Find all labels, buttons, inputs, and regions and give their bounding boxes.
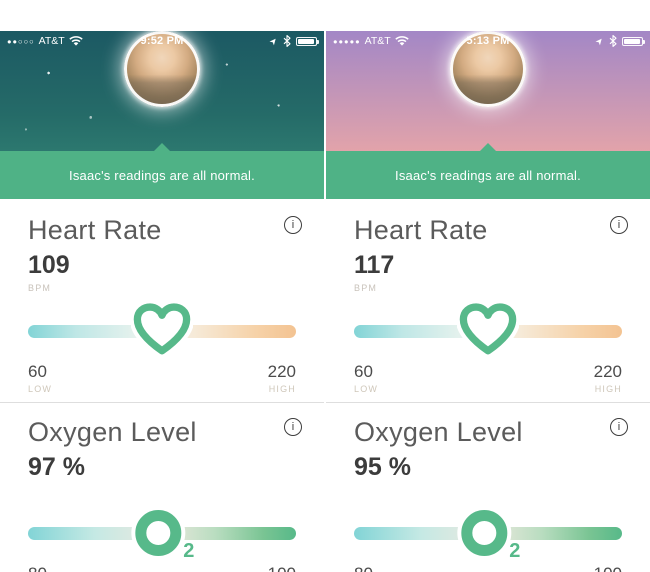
status-banner-text: Isaac's readings are all normal.: [395, 167, 581, 183]
heart-icon: [457, 300, 519, 359]
heart-rate-scale: 60 LOW 220 HIGH: [354, 362, 622, 394]
oxygen-level-section: i Oxygen Level 97 % 2 80 LOW 100 GOOD: [0, 403, 324, 572]
heart-rate-scale: 60 LOW 220 HIGH: [28, 362, 296, 394]
oxygen-info-button[interactable]: i: [284, 418, 302, 436]
info-icon: i: [617, 420, 621, 433]
oxygen-scale: 80 LOW 100 GOOD: [28, 564, 296, 572]
carrier-label: AT&T: [38, 35, 65, 47]
clock-time: 5:13 PM: [466, 35, 510, 47]
clock-time: 9:52 PM: [140, 35, 184, 47]
scale-min-value: 80: [354, 564, 378, 572]
scale-max-label: HIGH: [268, 384, 296, 395]
oxygen-info-button[interactable]: i: [610, 418, 628, 436]
heart-rate-info-button[interactable]: i: [284, 216, 302, 234]
scale-max-value: 220: [267, 362, 296, 382]
status-banner: Isaac's readings are all normal.: [0, 151, 324, 199]
heart-icon: [131, 300, 193, 359]
scale-min-value: 60: [28, 362, 47, 382]
heart-rate-unit: BPM: [28, 283, 52, 294]
header: ●●●●● AT&T 5:13 PM ➤: [326, 31, 650, 151]
oxygen-title: Oxygen Level: [354, 417, 523, 447]
oxygen-gauge: 2: [354, 504, 622, 562]
scale-max-value: 220: [593, 362, 622, 382]
scale-min-label: LOW: [28, 384, 53, 395]
heart-rate-unit: BPM: [354, 283, 378, 294]
signal-strength-icon: ●●●●●: [333, 36, 361, 46]
scale-min-value: 60: [354, 362, 373, 382]
wifi-icon: [69, 36, 83, 46]
battery-icon: [622, 36, 645, 46]
heart-rate-gauge: [354, 300, 622, 360]
o2-subscript: 2: [183, 540, 195, 563]
heart-rate-info-button[interactable]: i: [610, 216, 628, 234]
info-icon: i: [617, 218, 621, 231]
status-banner-text: Isaac's readings are all normal.: [69, 167, 255, 183]
status-banner: Isaac's readings are all normal.: [326, 151, 650, 199]
baby-photo[interactable]: [450, 31, 526, 107]
oxygen-gauge: 2: [28, 504, 296, 562]
oxygen-title: Oxygen Level: [28, 417, 197, 447]
scale-max-value: 100: [590, 564, 622, 572]
o2-subscript: 2: [509, 540, 521, 563]
info-icon: i: [291, 218, 295, 231]
battery-icon: [296, 36, 319, 46]
oxygen-value: 97 %: [28, 453, 85, 482]
status-bar: ●●○○○ AT&T 9:52 PM ➤: [0, 31, 324, 51]
heart-rate-section: i Heart Rate 109 BPM 60 LOW 220 HIGH: [0, 199, 324, 403]
oxygen-scale: 80 LOW 100 GOOD: [354, 564, 622, 572]
oxygen-value: 95 %: [354, 453, 411, 482]
carrier-label: AT&T: [364, 35, 391, 47]
screen-left: ●●○○○ AT&T 9:52 PM ➤: [0, 0, 324, 572]
scale-max-label: HIGH: [594, 384, 622, 395]
baby-photo[interactable]: [124, 31, 200, 107]
signal-strength-icon: ●●○○○: [7, 36, 35, 46]
location-arrow-icon: ➤: [593, 34, 607, 47]
bluetooth-icon: [283, 35, 291, 47]
scale-min-label: LOW: [354, 384, 379, 395]
heart-rate-title: Heart Rate: [354, 215, 488, 245]
header: ●●○○○ AT&T 9:52 PM ➤: [0, 31, 324, 151]
wifi-icon: [395, 36, 409, 46]
status-bar: ●●●●● AT&T 5:13 PM ➤: [326, 31, 650, 51]
heart-rate-section: i Heart Rate 117 BPM 60 LOW 220 HIGH: [326, 199, 650, 403]
heart-rate-value: 117: [354, 251, 395, 280]
oxygen-o2-icon: 2: [135, 510, 194, 562]
heart-rate-title: Heart Rate: [28, 215, 162, 245]
oxygen-o2-icon: 2: [461, 510, 520, 562]
o2-ring-icon: [135, 510, 182, 557]
heart-rate-gauge: [28, 300, 296, 360]
bluetooth-icon: [609, 35, 617, 47]
info-icon: i: [291, 420, 295, 433]
oxygen-level-section: i Oxygen Level 95 % 2 80 LOW 100 GOOD: [326, 403, 650, 572]
o2-ring-icon: [461, 510, 508, 557]
location-arrow-icon: ➤: [267, 34, 281, 47]
scale-max-value: 100: [264, 564, 296, 572]
heart-rate-value: 109: [28, 251, 70, 280]
screen-right: ●●●●● AT&T 5:13 PM ➤: [326, 0, 650, 572]
scale-min-value: 80: [28, 564, 52, 572]
